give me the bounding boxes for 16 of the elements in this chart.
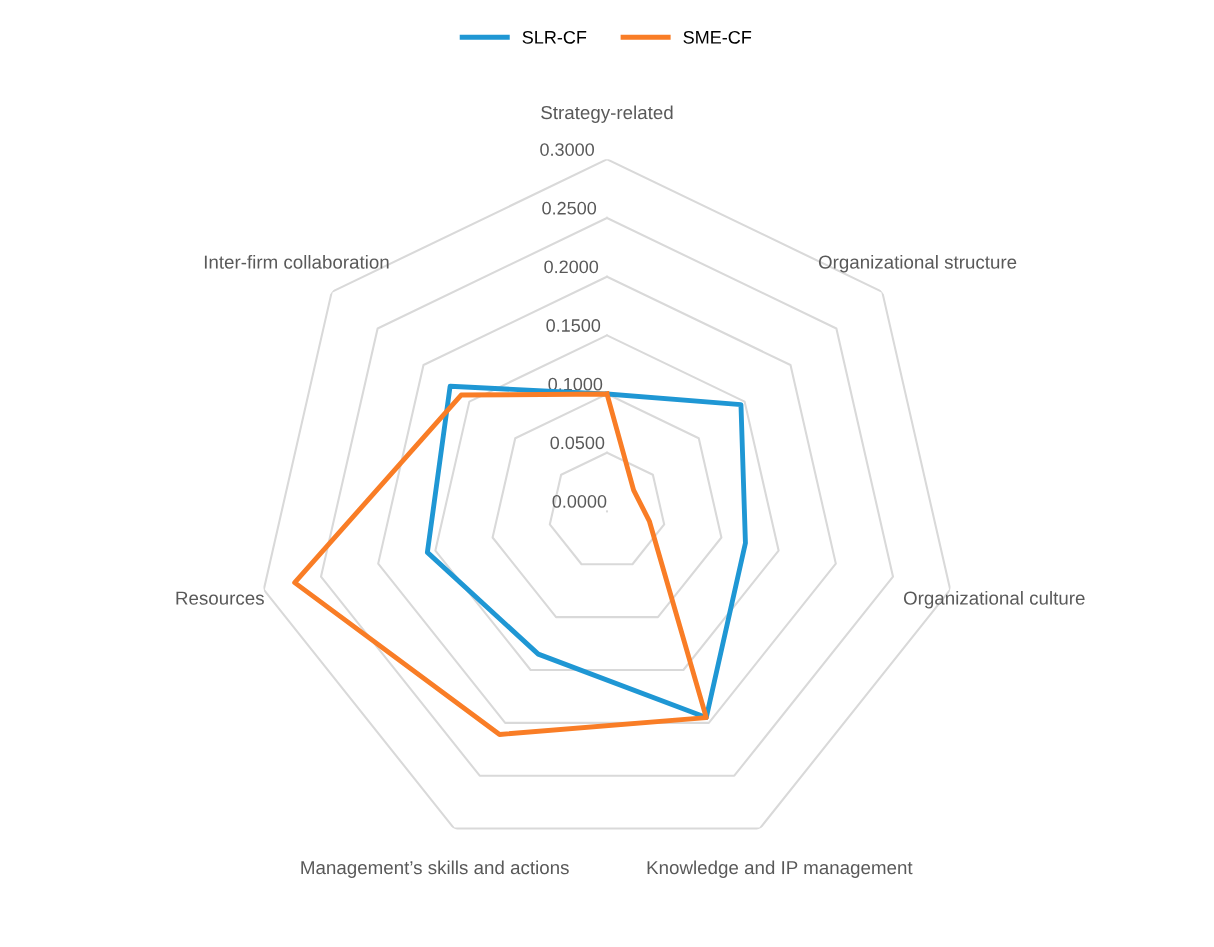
legend-label: SME-CF	[683, 30, 752, 44]
spoke-label: Management’s skills and actions	[301, 860, 569, 878]
legend-label: SLR-CF	[522, 30, 587, 44]
spoke-label: Knowledge and IP management	[647, 860, 913, 878]
y-tick-label: 0.0500	[550, 436, 605, 450]
spoke-label: Resources	[176, 591, 264, 605]
y-tick-label: 0.2000	[544, 260, 599, 274]
y-tick-label: 0.0000	[552, 495, 607, 508]
y-tick-label: 0.1000	[548, 377, 603, 391]
spoke-label: Inter-firm collaboration	[204, 254, 389, 269]
y-tick-label: 0.3000	[540, 143, 595, 156]
spoke-label: Strategy-related	[541, 105, 673, 123]
y-tick-label: 0.1500	[546, 319, 601, 332]
spoke-label: Organizational culture	[903, 591, 1085, 609]
y-tick-label: 0.2500	[542, 201, 597, 215]
spoke-label: Organizational structure	[818, 254, 1017, 273]
